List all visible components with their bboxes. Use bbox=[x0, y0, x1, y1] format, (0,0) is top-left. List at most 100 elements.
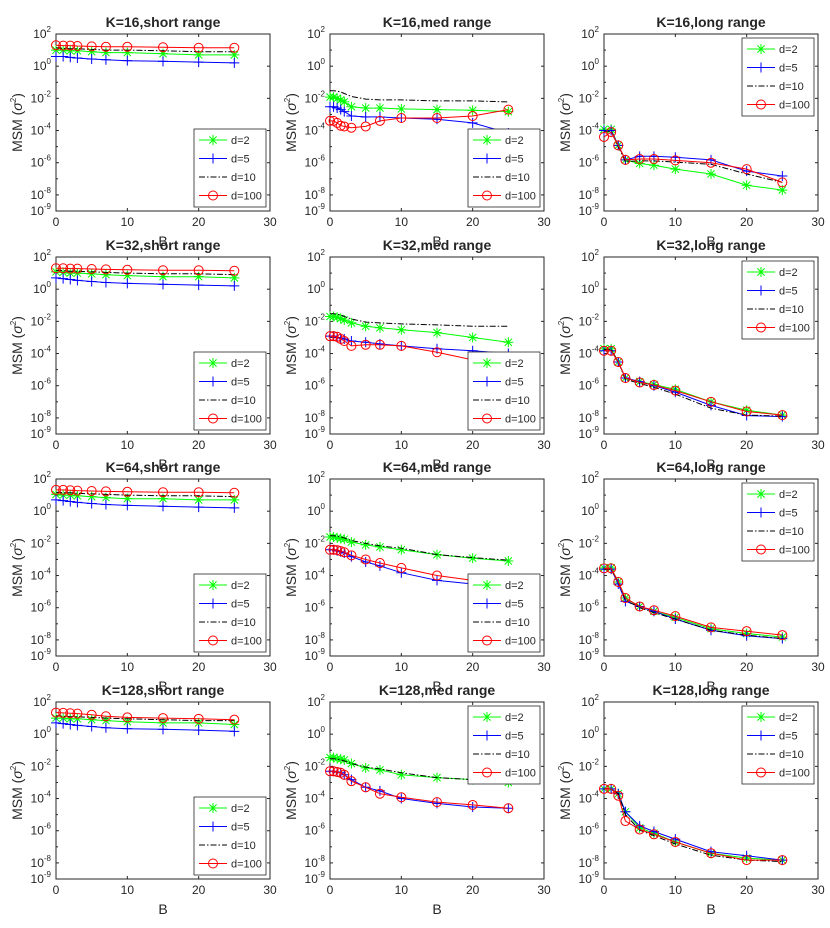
data-point-marker bbox=[432, 104, 442, 115]
axes-box bbox=[329, 33, 545, 212]
legend-label: d=100 bbox=[505, 636, 536, 648]
y-tick-label: 10-8 bbox=[31, 631, 52, 647]
x-axis-label: B bbox=[432, 456, 441, 472]
x-tick-label: 10 bbox=[669, 215, 683, 229]
legend-label: d=5 bbox=[231, 377, 250, 389]
legend-label: d=5 bbox=[505, 377, 524, 389]
data-point-marker bbox=[328, 766, 339, 777]
data-point-marker bbox=[86, 41, 97, 52]
x-tick-label: 0 bbox=[601, 215, 608, 229]
x-tick-label: 30 bbox=[811, 215, 825, 229]
data-point-marker bbox=[229, 494, 240, 505]
y-tick-label: 10-9 bbox=[31, 647, 52, 663]
series-line bbox=[604, 788, 783, 863]
series-line bbox=[56, 56, 235, 64]
y-tick-label: 100 bbox=[33, 280, 51, 296]
data-point-marker bbox=[335, 313, 346, 324]
y-tick-label: 10-6 bbox=[31, 377, 52, 393]
legend-box bbox=[193, 796, 267, 876]
data-point-marker bbox=[122, 500, 133, 511]
y-tick-label: 10-6 bbox=[31, 599, 52, 615]
data-point-marker bbox=[332, 545, 343, 556]
y-tick-label: 10-6 bbox=[305, 377, 326, 393]
x-tick-label: 10 bbox=[395, 660, 409, 674]
data-point-marker bbox=[360, 339, 371, 350]
y-tick-label: 10-8 bbox=[305, 186, 326, 202]
data-point-marker bbox=[360, 539, 371, 550]
y-axis-label: MSM (σ2) bbox=[283, 538, 299, 597]
legend-marker bbox=[482, 413, 492, 424]
data-point-marker bbox=[396, 562, 407, 573]
data-point-marker bbox=[606, 783, 617, 794]
data-point-marker bbox=[346, 340, 357, 351]
data-point-marker bbox=[158, 501, 168, 512]
data-point-marker bbox=[100, 711, 111, 722]
data-point-marker bbox=[51, 494, 61, 505]
data-point-marker bbox=[100, 722, 111, 733]
data-point-marker bbox=[332, 766, 343, 777]
series-line bbox=[604, 348, 783, 416]
legend-label: d=10 bbox=[231, 172, 256, 184]
y-tick-label: 10-4 bbox=[31, 122, 52, 138]
data-point-marker bbox=[396, 324, 407, 335]
data-point-marker bbox=[432, 347, 442, 358]
data-point-marker bbox=[65, 274, 76, 285]
data-point-marker bbox=[328, 531, 339, 542]
y-tick-label: 10-9 bbox=[579, 202, 600, 218]
legend-label: d=100 bbox=[505, 414, 536, 426]
data-point-marker bbox=[86, 498, 97, 509]
legend-label: d=5 bbox=[231, 599, 250, 611]
data-point-marker bbox=[58, 484, 69, 495]
legend-label: d=10 bbox=[231, 617, 256, 629]
data-point-marker bbox=[620, 373, 631, 384]
legend-marker bbox=[756, 730, 766, 741]
data-point-marker bbox=[360, 762, 371, 773]
data-point-marker bbox=[467, 553, 478, 564]
subplot-3: K=16,long range 0 10 20 30 10-910-8 10-6 10-4 10… bbox=[557, 14, 825, 249]
data-point-marker bbox=[58, 263, 69, 274]
y-tick-label: 10-4 bbox=[305, 790, 326, 806]
legend-box bbox=[467, 705, 541, 785]
data-point-marker bbox=[467, 332, 478, 343]
data-point-marker bbox=[325, 544, 335, 555]
data-point-marker bbox=[122, 712, 133, 723]
data-point-marker bbox=[86, 491, 97, 502]
x-tick-label: 30 bbox=[263, 883, 277, 897]
x-tick-label: 20 bbox=[466, 215, 480, 229]
legend-label: d=2 bbox=[505, 712, 524, 724]
data-point-marker bbox=[122, 723, 133, 734]
series-d=2 bbox=[325, 311, 514, 348]
legend-marker bbox=[756, 712, 766, 722]
legend-label: d=5 bbox=[505, 154, 524, 166]
data-point-marker bbox=[51, 717, 61, 728]
data-point-marker bbox=[706, 848, 716, 859]
data-point-marker bbox=[72, 497, 83, 508]
data-point-marker bbox=[396, 769, 407, 780]
y-tick-label: 100 bbox=[581, 725, 599, 741]
data-point-marker bbox=[229, 57, 240, 68]
legend: d=2 d=5 d=10 d=100 bbox=[467, 705, 541, 785]
subplot-title: K=64,med range bbox=[383, 459, 492, 475]
y-tick-label: 100 bbox=[581, 57, 599, 73]
legend-marker bbox=[756, 62, 766, 73]
legend-label: d=100 bbox=[231, 414, 262, 426]
series-d=2 bbox=[51, 713, 240, 730]
series-d=5 bbox=[51, 494, 240, 513]
x-tick-label: 30 bbox=[537, 215, 551, 229]
x-tick-label: 20 bbox=[740, 215, 754, 229]
legend-marker bbox=[756, 767, 766, 778]
series-line bbox=[55, 271, 235, 279]
legend-label: d=10 bbox=[505, 395, 530, 407]
legend-marker bbox=[208, 358, 218, 368]
data-point-marker bbox=[346, 111, 357, 122]
legend-marker bbox=[756, 507, 766, 518]
y-tick-label: 10-8 bbox=[31, 854, 52, 870]
data-point-marker bbox=[72, 40, 83, 51]
legend-box bbox=[467, 351, 541, 431]
legend-marker bbox=[482, 580, 492, 590]
y-tick-label: 10-9 bbox=[305, 647, 326, 663]
data-point-marker bbox=[706, 622, 716, 633]
y-tick-label: 102 bbox=[581, 248, 599, 264]
legend-marker bbox=[208, 153, 218, 164]
subplot-7: K=64,short range 0 10 20 30 10-910-8 10-6 10-4 1… bbox=[9, 459, 277, 694]
